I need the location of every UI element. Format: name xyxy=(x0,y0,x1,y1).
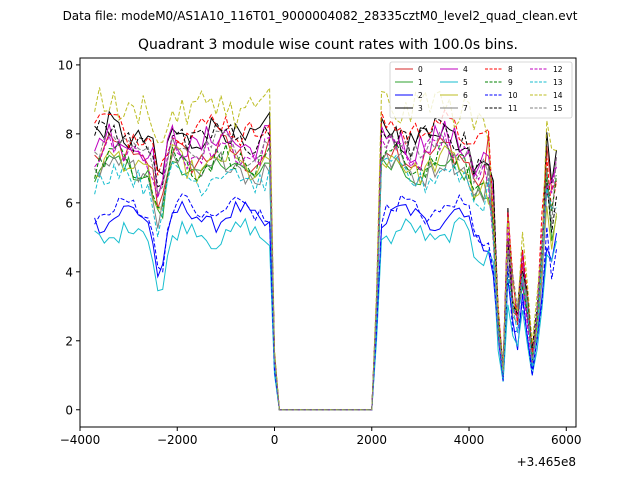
legend-label-2: 2 xyxy=(418,91,423,100)
series-line-2 xyxy=(94,200,557,411)
y-tick-label: 0 xyxy=(65,403,73,417)
series-line-3 xyxy=(94,110,557,411)
axes-frame xyxy=(79,57,577,428)
series-line-10 xyxy=(94,193,557,411)
legend-label-14: 14 xyxy=(553,91,563,100)
x-axis: −4000 −2000 0 2000 4000 6000 xyxy=(60,427,582,447)
legend-label-15: 15 xyxy=(553,104,563,113)
legend-label-11: 11 xyxy=(508,104,518,113)
legend-label-13: 13 xyxy=(553,78,563,87)
y-tick-label: 4 xyxy=(65,265,73,279)
figure-suptitle: Data file: modeM0/AS1A10_116T01_90000040… xyxy=(63,9,578,23)
legend-box xyxy=(389,61,573,119)
y-tick-label: 6 xyxy=(65,196,73,210)
y-tick-label: 10 xyxy=(58,58,73,72)
y-tick-label: 8 xyxy=(65,127,73,141)
x-tick-label: 0 xyxy=(271,433,279,447)
x-tick-label: 6000 xyxy=(551,433,582,447)
chart-title: Quadrant 3 module wise count rates with … xyxy=(138,37,518,53)
legend-label-4: 4 xyxy=(463,65,468,74)
x-tick-label: 2000 xyxy=(356,433,387,447)
y-axis: 0 2 4 6 8 10 xyxy=(58,58,80,417)
x-tick-label: −2000 xyxy=(157,433,198,447)
series-line-5 xyxy=(94,217,557,411)
legend-label-9: 9 xyxy=(508,78,513,87)
legend-label-8: 8 xyxy=(508,65,513,74)
legend-label-3: 3 xyxy=(418,104,423,113)
legend-label-0: 0 xyxy=(418,65,423,74)
legend-label-6: 6 xyxy=(463,91,468,100)
series-line-14 xyxy=(94,86,557,411)
legend-label-7: 7 xyxy=(463,104,468,113)
legend-label-10: 10 xyxy=(508,91,518,100)
plot-lines xyxy=(94,86,557,411)
legend-label-12: 12 xyxy=(553,65,563,74)
legend-label-5: 5 xyxy=(463,78,468,87)
legend-label-1: 1 xyxy=(418,78,423,87)
x-tick-label: −4000 xyxy=(60,433,101,447)
x-tick-label: 4000 xyxy=(454,433,485,447)
x-offset-label: +3.465e8 xyxy=(517,455,576,469)
y-tick-label: 2 xyxy=(65,334,73,348)
series-line-15 xyxy=(94,130,557,411)
